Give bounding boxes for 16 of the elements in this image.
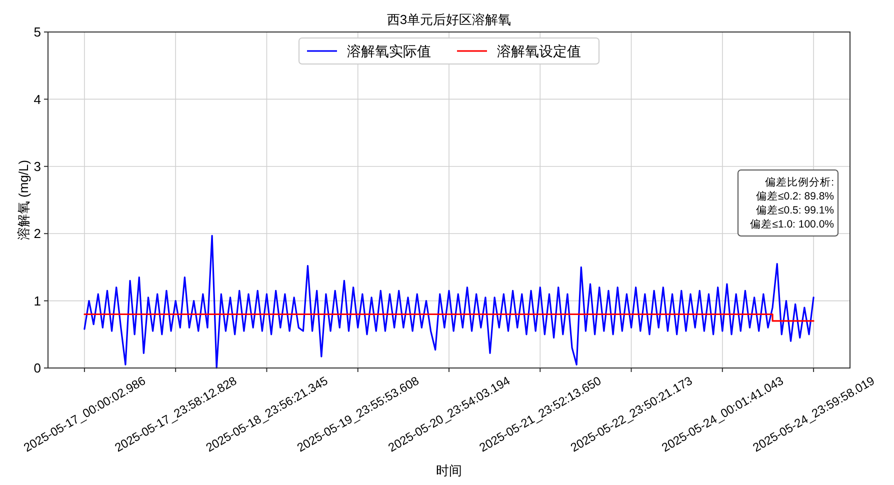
y-tick-label: 2 — [34, 226, 41, 242]
y-tick-label: 4 — [34, 92, 41, 107]
annotation: 偏差≤0.5: 99.1% — [756, 204, 834, 217]
annotation: 偏差≤1.0: 100.0% — [750, 218, 834, 231]
legend-label: 溶解氧实际值 — [347, 42, 431, 59]
x-axis-title: 时间 — [436, 463, 462, 478]
line-series — [84, 234, 814, 369]
y-tick-label: 0 — [34, 360, 41, 376]
annotation: 偏差比例分析: — [765, 176, 834, 189]
y-axis-title: 溶解氧 (mg/L) — [16, 160, 31, 240]
annotation: 偏差≤0.2: 89.8% — [756, 190, 834, 203]
chart-title: 西3单元后好区溶解氧 — [386, 12, 512, 27]
y-tick-label: 3 — [34, 158, 41, 174]
legend-label: 溶解氧设定值 — [497, 42, 581, 59]
y-tick-label: 5 — [34, 24, 41, 40]
y-tick-label: 1 — [34, 293, 41, 308]
